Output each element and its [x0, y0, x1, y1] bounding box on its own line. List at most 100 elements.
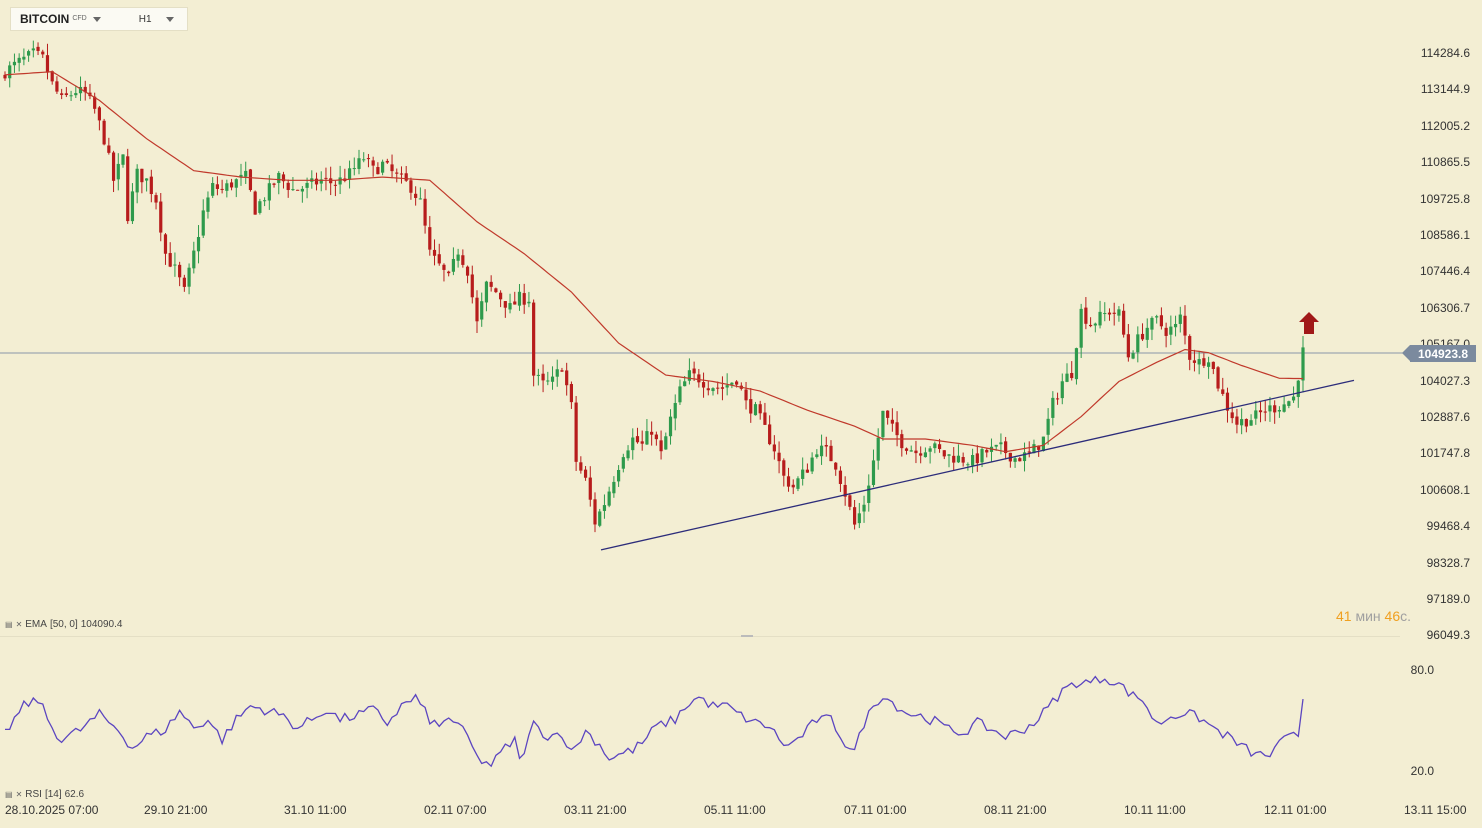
- candle: [489, 275, 493, 292]
- candle-body: [886, 410, 890, 418]
- candle-body: [456, 254, 460, 261]
- candle: [1169, 315, 1173, 346]
- candle-body: [900, 434, 904, 449]
- candle-body: [381, 161, 385, 173]
- candle: [1268, 396, 1272, 422]
- candle: [895, 411, 899, 447]
- candle-body: [1117, 309, 1121, 316]
- candle-body: [621, 457, 625, 469]
- candle-body: [461, 255, 465, 265]
- candle-body: [319, 179, 323, 184]
- timeframe-selector[interactable]: H1: [138, 13, 152, 25]
- candle: [1140, 323, 1145, 341]
- chevron-down-icon[interactable]: [165, 16, 174, 22]
- candle-body: [919, 453, 923, 456]
- symbol-toolbar[interactable]: BITCOIN CFD H1: [10, 7, 188, 31]
- pane-resize-handle[interactable]: [741, 635, 753, 637]
- timer-minutes-unit: мин: [1355, 608, 1381, 624]
- candle: [697, 368, 701, 388]
- candle-body: [432, 249, 437, 256]
- candle: [522, 283, 526, 314]
- candle: [890, 408, 894, 432]
- candle: [494, 287, 498, 294]
- candle: [64, 87, 68, 98]
- candle-body: [215, 184, 219, 189]
- candle-body: [706, 388, 710, 391]
- candle: [579, 456, 583, 474]
- candle-body: [1178, 314, 1182, 324]
- candle-body: [470, 274, 474, 298]
- rsi-legend[interactable]: ▤ ✕ RSI [14] 62.6: [5, 789, 84, 800]
- candle: [277, 171, 281, 195]
- candle: [36, 42, 40, 56]
- candle: [451, 247, 455, 276]
- symbol-name[interactable]: BITCOIN: [20, 12, 70, 26]
- menu-icon[interactable]: ▤: [5, 620, 13, 629]
- candle: [395, 168, 399, 183]
- candle-body: [145, 178, 149, 181]
- candle-body: [1169, 326, 1173, 335]
- candle-body: [126, 156, 130, 222]
- candle-body: [428, 227, 432, 250]
- candle: [517, 284, 522, 311]
- candle: [650, 421, 654, 446]
- candle: [385, 158, 389, 164]
- candle-body: [277, 172, 281, 184]
- trend-line[interactable]: [600, 379, 1355, 551]
- candle: [447, 270, 451, 277]
- candle-body: [909, 450, 913, 452]
- candle-body: [253, 191, 257, 215]
- candle: [952, 447, 956, 471]
- candle-body: [22, 56, 26, 60]
- candle: [253, 190, 257, 215]
- candle: [409, 177, 413, 200]
- candle-body: [489, 281, 493, 287]
- candle: [1060, 373, 1064, 405]
- candle-body: [8, 65, 12, 79]
- candle-body: [513, 301, 517, 305]
- date-axis-label: 07.11 01:00: [844, 803, 907, 817]
- candle-body: [1211, 361, 1215, 370]
- date-axis-label: 05.11 11:00: [704, 803, 766, 817]
- close-icon[interactable]: ✕: [15, 620, 23, 629]
- candle: [923, 447, 927, 458]
- candle: [635, 427, 640, 444]
- candle-body: [338, 177, 342, 185]
- candle: [687, 358, 691, 385]
- candle-body: [848, 495, 852, 507]
- candle-body: [829, 445, 833, 462]
- candle-body: [41, 51, 45, 55]
- candle: [749, 388, 753, 423]
- candle-body: [107, 145, 111, 153]
- candle-body: [163, 234, 168, 254]
- rsi-params: [14]: [44, 789, 62, 800]
- candle: [357, 149, 361, 175]
- chevron-down-icon[interactable]: [92, 16, 101, 22]
- candle-body: [744, 389, 748, 401]
- candle: [602, 494, 607, 519]
- candle: [928, 446, 932, 464]
- candle-body: [376, 167, 380, 175]
- close-icon[interactable]: ✕: [15, 790, 23, 799]
- candle: [881, 410, 885, 441]
- candle-body: [503, 301, 507, 308]
- candle-body: [1051, 397, 1055, 418]
- candle: [1074, 347, 1079, 385]
- ema-legend[interactable]: ▤ ✕ EMA [50, 0] 104090.4: [5, 619, 122, 630]
- menu-icon[interactable]: ▤: [5, 790, 13, 799]
- candle: [1117, 306, 1121, 322]
- ema-line: [4, 71, 1304, 453]
- candle: [1103, 302, 1107, 322]
- candle: [541, 364, 545, 393]
- candle-body: [1188, 336, 1192, 360]
- candle-body: [263, 200, 267, 202]
- candle: [640, 430, 644, 451]
- candle-body: [83, 86, 87, 93]
- candle: [876, 428, 880, 470]
- candle: [333, 180, 337, 197]
- candle: [484, 280, 489, 312]
- candle-body: [843, 484, 847, 497]
- candle: [286, 179, 290, 198]
- candle: [805, 463, 809, 473]
